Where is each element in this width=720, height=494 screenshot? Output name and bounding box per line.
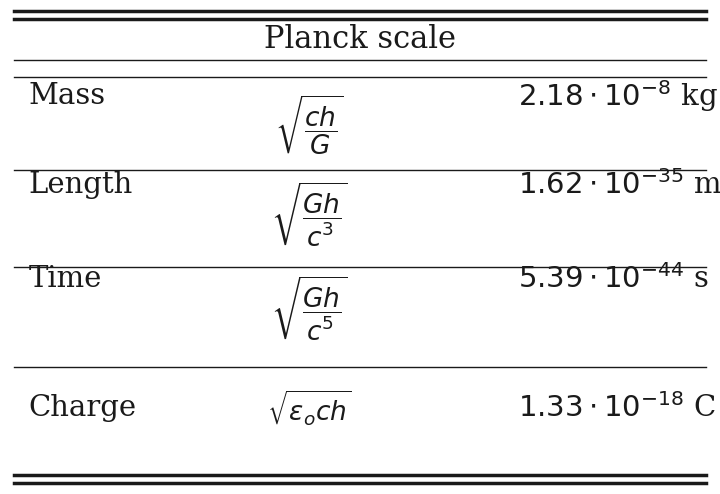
Text: $1.62 \cdot 10^{-35}$ m: $1.62 \cdot 10^{-35}$ m bbox=[518, 170, 720, 200]
Text: Charge: Charge bbox=[29, 394, 137, 421]
Text: $\sqrt{\dfrac{Gh}{c^5}}$: $\sqrt{\dfrac{Gh}{c^5}}$ bbox=[271, 275, 348, 343]
Text: Planck scale: Planck scale bbox=[264, 24, 456, 55]
Text: $2.18 \cdot 10^{-8}$ kg: $2.18 \cdot 10^{-8}$ kg bbox=[518, 79, 719, 114]
Text: $\sqrt{\dfrac{Gh}{c^3}}$: $\sqrt{\dfrac{Gh}{c^3}}$ bbox=[271, 181, 348, 249]
Text: $1.33 \cdot 10^{-18}$ C: $1.33 \cdot 10^{-18}$ C bbox=[518, 393, 717, 422]
Text: $5.39 \cdot 10^{-44}$ s: $5.39 \cdot 10^{-44}$ s bbox=[518, 264, 710, 294]
Text: $\sqrt{\varepsilon_o ch}$: $\sqrt{\varepsilon_o ch}$ bbox=[267, 388, 352, 427]
Text: Mass: Mass bbox=[29, 82, 106, 110]
Text: $\sqrt{\dfrac{ch}{G}}$: $\sqrt{\dfrac{ch}{G}}$ bbox=[275, 94, 344, 158]
Text: Time: Time bbox=[29, 265, 102, 293]
Text: Length: Length bbox=[29, 171, 133, 199]
